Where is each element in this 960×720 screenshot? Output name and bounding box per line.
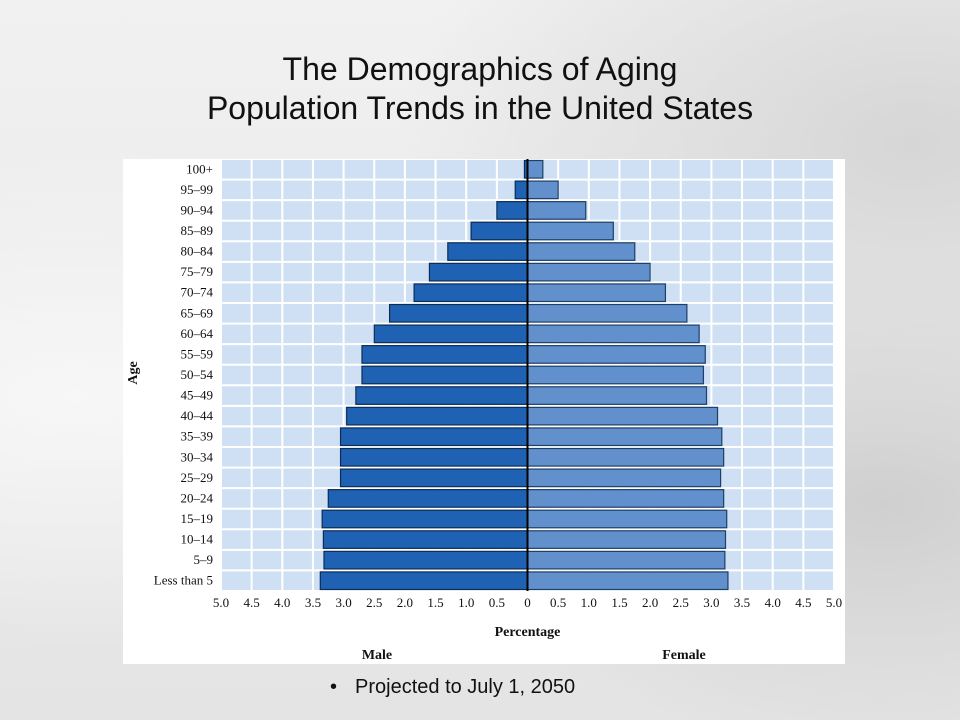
x-tick-label: 0.5 [489,595,505,610]
age-tick-label: 80–84 [181,244,214,259]
age-tick-label: 90–94 [181,202,214,217]
x-tick-label: 2.5 [366,595,382,610]
bullet-item: • Projected to July 1, 2050 [330,676,575,699]
bar-male [361,365,529,385]
bar-female [526,365,705,385]
x-tick-label: 2.0 [397,595,413,610]
x-tick-label: 3.0 [335,595,351,610]
bar-female [526,345,706,364]
age-tick-label: 15–19 [181,511,214,526]
age-tick-label: 50–54 [181,367,214,382]
age-tick-label: 45–49 [181,388,214,403]
bar-female [526,447,725,467]
bar-female [526,468,722,488]
x-tick-label: 5.0 [826,595,842,610]
age-tick-label: 95–99 [181,182,214,197]
age-tick-label: 30–34 [181,449,214,464]
x-tick-label: 2.0 [642,595,658,610]
age-tick-label: 5–9 [194,552,214,567]
bar-female [526,159,544,179]
male-label: Male [362,648,392,663]
x-tick-label: 3.5 [305,595,321,610]
bar-female [526,283,667,303]
bar-female [526,406,719,426]
age-tick-label: 55–59 [181,346,214,361]
bar-male [339,427,529,447]
age-tick-label: Less than 5 [154,573,213,588]
bar-male [447,242,529,261]
bullet-text: Projected to July 1, 2050 [355,676,576,698]
population-pyramid-chart: 100+ 95–99 90–94 85–89 80–84 75–79 70–74 65–69 6… [123,159,845,664]
bar-female [526,530,727,549]
x-tick-label: 1.0 [581,595,597,610]
female-label: Female [662,648,706,663]
bar-female [526,427,723,447]
x-tick-label: 2.5 [673,595,689,610]
bar-male [321,509,529,529]
bar-female [526,550,726,570]
bar-male [323,550,529,570]
bar-male [339,447,529,467]
age-tick-label: 70–74 [181,285,214,300]
age-tick-label: 10–14 [181,532,214,547]
bar-male [413,283,529,303]
bar-female [526,303,688,323]
age-tick-label: 20–24 [181,490,214,505]
age-tick-label: 60–64 [181,326,214,341]
x-tick-label: 3.5 [734,595,750,610]
age-tick-label: 40–44 [181,408,214,423]
chart-svg: 100+ 95–99 90–94 85–89 80–84 75–79 70–74 65–69 6… [126,159,842,663]
bar-male [361,345,529,364]
bar-male [322,530,529,549]
y-axis-title: Age [126,361,141,384]
age-tick-label: 65–69 [181,305,214,320]
x-tick-label: 1.5 [611,595,627,610]
bar-female [526,242,636,261]
bar-female [526,324,700,344]
bar-male [496,201,529,220]
bar-male [346,406,529,426]
bar-female [526,489,725,508]
title-line-1: The Demographics of Aging [282,51,678,87]
bar-male [388,303,529,323]
title-line-2: Population Trends in the United States [206,90,754,126]
bar-male [428,262,529,282]
bar-male [355,386,529,405]
bar-female [526,571,729,591]
age-tick-label: 100+ [186,161,213,176]
x-tick-label: 0 [524,595,531,610]
bar-female [526,180,559,200]
x-axis-title: Percentage [495,625,561,640]
bar-male [470,221,529,241]
bar-male [373,324,529,344]
bar-female [526,201,587,220]
x-tick-label: 3.0 [703,595,719,610]
x-tick-label: 4.5 [244,595,260,610]
bar-male [327,489,529,508]
bar-male [514,180,529,200]
age-tick-label: 75–79 [181,264,214,279]
bar-female [526,221,614,241]
age-tick-label: 35–39 [181,429,214,444]
x-tick-label: 1.0 [458,595,474,610]
bar-female [526,509,728,529]
bar-female [526,386,708,405]
bar-male [339,468,529,488]
x-tick-label: 4.0 [274,595,290,610]
bar-male [319,571,529,591]
age-tick-label: 85–89 [181,223,214,238]
x-tick-label: 0.5 [550,595,566,610]
x-tick-label: 5.0 [213,595,229,610]
slide-title: The Demographics of Aging Population Tre… [0,50,960,128]
x-tick-label: 4.5 [795,595,811,610]
x-tick-label: 1.5 [427,595,443,610]
bar-female [526,262,651,282]
x-tick-label: 4.0 [765,595,781,610]
bullet-glyph: • [330,676,338,698]
age-tick-label: 25–29 [181,470,214,485]
